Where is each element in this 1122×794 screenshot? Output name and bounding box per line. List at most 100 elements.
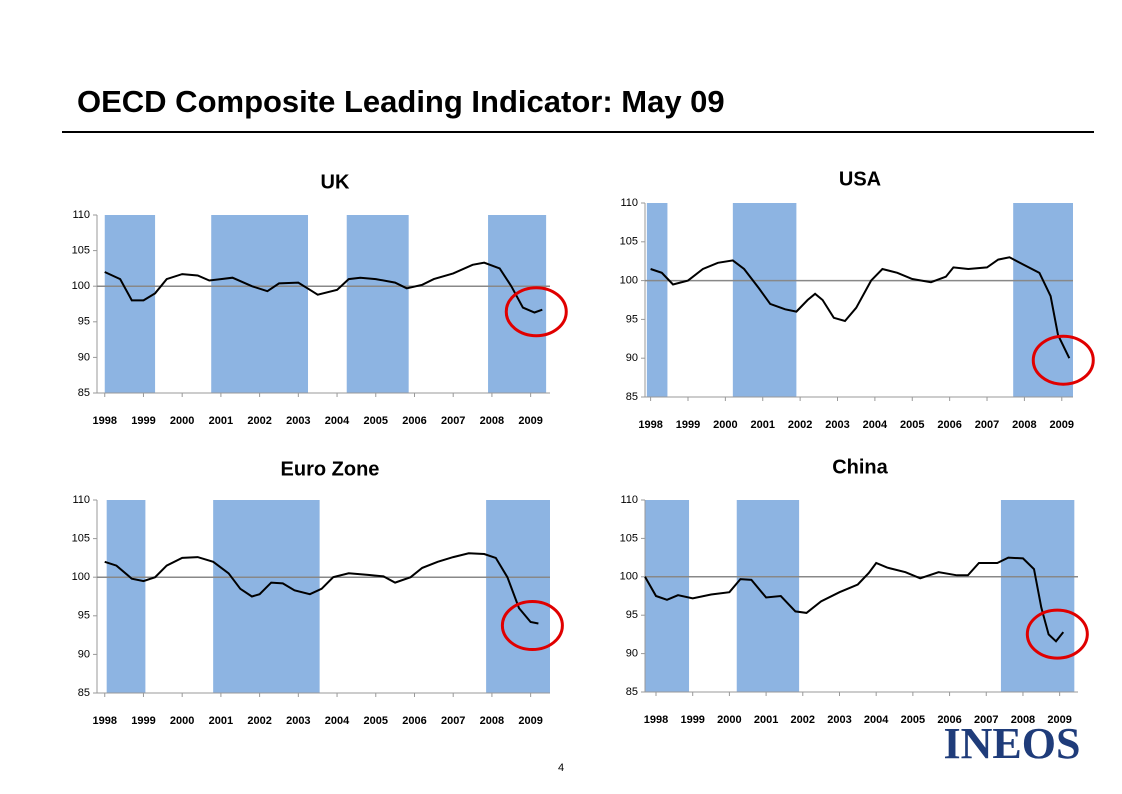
y-tick-label: 95 (626, 609, 638, 621)
x-tick-label: 2007 (441, 715, 465, 727)
y-tick-label: 105 (72, 245, 90, 257)
shaded-period (346, 215, 409, 393)
page-number: 4 (558, 762, 564, 774)
shaded-period (732, 203, 797, 397)
y-tick-label: 100 (72, 280, 90, 292)
x-tick-label: 2009 (518, 415, 542, 427)
y-tick-label: 85 (78, 387, 90, 399)
x-tick-label: 2006 (402, 715, 426, 727)
y-tick-label: 95 (78, 316, 90, 328)
x-tick-label: 1998 (638, 419, 662, 431)
y-tick-label: 85 (626, 686, 638, 698)
x-tick-label: 2004 (863, 419, 888, 431)
x-tick-label: 2002 (791, 714, 815, 726)
x-tick-label: 2008 (1012, 419, 1036, 431)
cli-line (650, 256, 1071, 359)
x-tick-label: 2004 (864, 714, 889, 726)
x-tick-label: 2002 (247, 415, 271, 427)
x-tick-label: 2001 (751, 419, 775, 431)
x-tick-label: 2008 (480, 415, 504, 427)
x-tick-label: 2008 (1011, 714, 1035, 726)
x-tick-label: 2007 (975, 419, 999, 431)
x-tick-label: 2006 (937, 714, 961, 726)
x-tick-label: 2000 (170, 415, 194, 427)
x-tick-label: 2009 (518, 715, 542, 727)
y-tick-label: 105 (620, 532, 638, 544)
y-tick-label: 90 (78, 648, 90, 660)
y-tick-label: 90 (626, 352, 638, 364)
x-tick-label: 2006 (402, 415, 426, 427)
x-tick-label: 1998 (93, 415, 117, 427)
x-tick-label: 1999 (680, 714, 704, 726)
cli-line (104, 261, 543, 314)
y-tick-label: 110 (72, 209, 90, 221)
y-tick-label: 85 (78, 687, 90, 699)
x-tick-label: 1999 (676, 419, 700, 431)
x-tick-label: 2000 (170, 715, 194, 727)
y-tick-label: 100 (72, 571, 90, 583)
x-tick-label: 2003 (827, 714, 851, 726)
highlight-circle (500, 600, 564, 652)
y-tick-label: 95 (626, 313, 638, 325)
x-tick-label: 2007 (974, 714, 998, 726)
x-tick-label: 2000 (713, 419, 737, 431)
chart-title: UK (321, 171, 350, 193)
highlight-circle (504, 286, 568, 338)
y-tick-label: 90 (626, 648, 638, 660)
highlight-circle (1031, 334, 1095, 386)
chart-title: USA (839, 168, 881, 190)
slide-title: OECD Composite Leading Indicator: May 09 (77, 84, 725, 119)
x-tick-label: 2003 (825, 419, 849, 431)
shaded-period (1000, 500, 1075, 692)
x-tick-label: 2009 (1050, 419, 1074, 431)
shaded-period (213, 500, 320, 693)
x-tick-label: 1998 (644, 714, 668, 726)
shaded-period (106, 500, 146, 693)
shaded-period (1013, 203, 1073, 397)
y-tick-label: 110 (72, 494, 90, 506)
x-tick-label: 2000 (717, 714, 741, 726)
shaded-period (104, 215, 156, 393)
chart-title: China (832, 456, 888, 478)
x-tick-label: 2005 (901, 714, 925, 726)
x-tick-label: 2004 (325, 415, 350, 427)
x-tick-label: 1998 (93, 715, 117, 727)
x-tick-label: 2003 (286, 715, 310, 727)
x-tick-label: 2006 (937, 419, 961, 431)
x-tick-label: 2005 (364, 715, 388, 727)
x-tick-label: 2004 (325, 715, 350, 727)
x-tick-label: 2002 (788, 419, 812, 431)
logo: INEOS (944, 719, 1081, 768)
shaded-period (646, 203, 668, 397)
shaded-period (486, 500, 550, 693)
x-tick-label: 2005 (900, 419, 924, 431)
y-tick-label: 85 (626, 391, 638, 403)
x-tick-label: 2005 (364, 415, 388, 427)
x-tick-label: 1999 (131, 415, 155, 427)
x-tick-label: 2009 (1047, 714, 1071, 726)
highlight-circle (1025, 608, 1089, 660)
x-tick-label: 2001 (209, 715, 233, 727)
x-tick-label: 2001 (209, 415, 233, 427)
x-tick-label: 2003 (286, 415, 310, 427)
cli-line (644, 556, 1065, 643)
y-tick-label: 90 (78, 351, 90, 363)
cli-line (104, 552, 539, 625)
chart-title: Euro Zone (281, 458, 380, 480)
y-tick-label: 95 (78, 610, 90, 622)
x-tick-label: 2002 (247, 715, 271, 727)
x-tick-label: 2008 (480, 715, 504, 727)
x-tick-label: 2001 (754, 714, 778, 726)
shaded-period (488, 215, 547, 393)
shaded-period (211, 215, 309, 393)
y-tick-label: 110 (620, 197, 638, 209)
y-tick-label: 105 (72, 533, 90, 545)
y-tick-label: 100 (620, 275, 638, 287)
shaded-period (736, 500, 800, 692)
y-tick-label: 105 (620, 236, 638, 248)
y-tick-label: 100 (620, 571, 638, 583)
x-tick-label: 2007 (441, 415, 465, 427)
x-tick-label: 1999 (131, 715, 155, 727)
y-tick-label: 110 (620, 494, 638, 506)
